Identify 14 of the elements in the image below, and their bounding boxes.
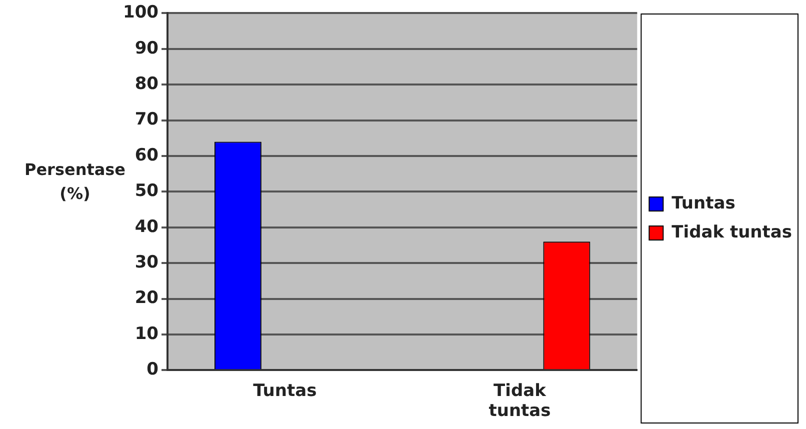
y-tick-label: 50: [134, 181, 159, 202]
y-tick-label: 20: [134, 288, 159, 308]
y-tick-label: 60: [134, 145, 159, 166]
y-tick-label: 40: [134, 216, 159, 237]
y-tick-label: 30: [134, 252, 159, 273]
legend-label: Tuntas: [672, 193, 736, 214]
y-axis-title: Persentase (%): [24, 160, 126, 203]
y-tick-label: 10: [134, 324, 159, 344]
y-tick-label: 80: [134, 74, 159, 94]
y-tick-label: 90: [134, 38, 159, 58]
y-tick-label: 70: [134, 110, 159, 130]
y-tick-label: 100: [122, 2, 159, 23]
y-tick-label: 0: [146, 360, 159, 380]
legend-label: Tidak tuntas: [672, 222, 792, 242]
